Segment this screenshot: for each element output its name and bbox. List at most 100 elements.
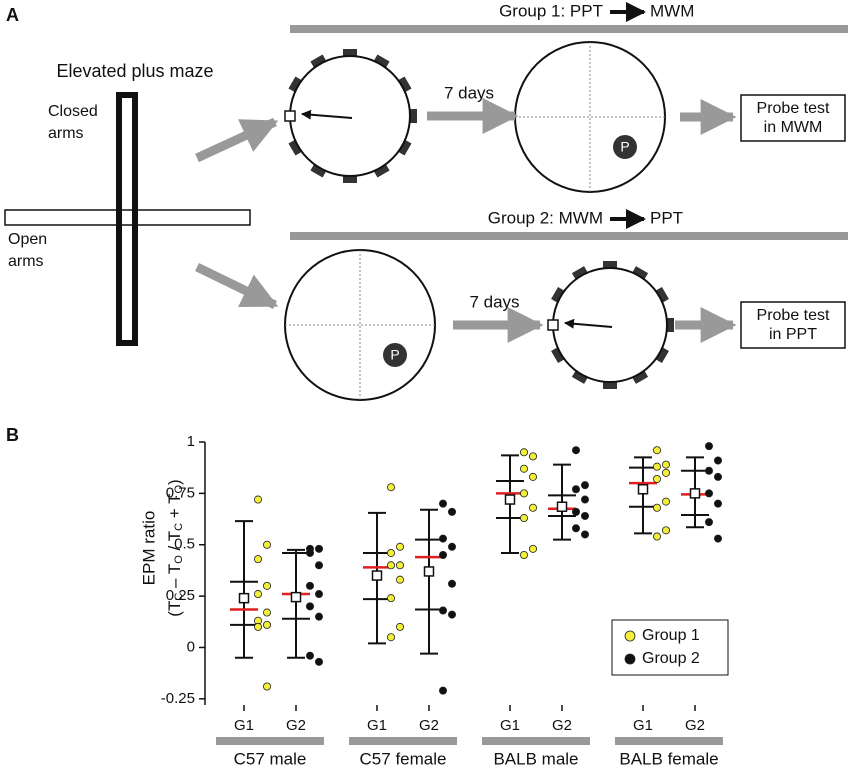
panel-label: A	[6, 5, 19, 25]
probe-box	[740, 301, 846, 349]
platform-label: P	[390, 347, 399, 363]
data-point	[305, 548, 314, 557]
ppt-arena	[552, 267, 668, 383]
data-point	[520, 448, 529, 457]
formula-part: / T	[165, 531, 184, 555]
mean-marker	[556, 501, 568, 512]
data-point	[653, 503, 662, 512]
closed-arm	[116, 92, 138, 346]
category-label: C57 male	[234, 749, 307, 768]
maze-label: Closed	[48, 103, 98, 120]
data-point	[314, 561, 323, 570]
data-point	[705, 442, 714, 451]
data-point	[262, 540, 271, 549]
data-point	[662, 460, 671, 469]
data-point	[314, 612, 323, 621]
probe-box	[740, 94, 846, 142]
y-tick-label: 0.5	[174, 536, 195, 553]
group-title: MWM	[650, 1, 694, 20]
data-point	[314, 544, 323, 553]
platform-label: P	[620, 139, 629, 155]
data-point	[572, 524, 581, 533]
maze-label: arms	[8, 253, 44, 270]
data-point	[662, 468, 671, 477]
data-point	[447, 507, 456, 516]
legend-label: Group 1	[642, 627, 700, 644]
data-point	[714, 472, 723, 481]
data-point	[438, 686, 447, 695]
y-tick-label: -0.25	[161, 690, 195, 707]
group-title: Group 1: PPT	[499, 1, 603, 20]
data-point	[653, 532, 662, 541]
arrow	[195, 262, 279, 310]
maze-title: Elevated plus maze	[56, 61, 213, 81]
legend-label: Group 2	[642, 650, 700, 667]
formula-part: O	[173, 485, 185, 494]
group-bar	[290, 232, 848, 240]
data-point	[395, 622, 404, 631]
data-point	[714, 456, 723, 465]
mean-marker	[238, 592, 250, 604]
data-point	[386, 483, 395, 492]
target-hole	[547, 319, 559, 331]
x-tick-label: G1	[234, 717, 254, 734]
data-point	[305, 602, 314, 611]
formula-part: O	[173, 555, 185, 564]
data-point	[653, 462, 662, 471]
data-point	[305, 651, 314, 660]
data-point	[386, 594, 395, 603]
data-point	[581, 495, 590, 504]
data-point	[662, 526, 671, 535]
maze-center	[122, 211, 132, 224]
category-label: BALB male	[493, 749, 578, 768]
y-tick-label: 0	[187, 638, 195, 655]
x-tick-label: G2	[685, 717, 705, 734]
maze-label: Open	[8, 231, 47, 248]
data-point	[438, 551, 447, 560]
data-point	[395, 561, 404, 570]
mean-marker	[371, 570, 383, 581]
data-point	[714, 534, 723, 543]
arrow	[195, 117, 279, 163]
category-bar	[482, 737, 590, 745]
x-tick-label: G1	[367, 717, 387, 734]
data-point	[253, 622, 262, 631]
data-point	[438, 534, 447, 543]
data-point	[705, 518, 714, 527]
direction-arrow	[564, 318, 613, 329]
data-point	[520, 464, 529, 473]
data-point	[520, 514, 529, 523]
group-bar	[290, 25, 848, 33]
formula-part: (T	[165, 601, 184, 617]
formula-part: C	[173, 593, 185, 601]
data-point	[262, 608, 271, 617]
data-point	[520, 489, 529, 498]
formula-part: + T	[165, 494, 184, 523]
data-point	[262, 682, 271, 691]
platform	[383, 343, 407, 367]
legend-swatch	[624, 630, 636, 642]
delay-label: 7 days	[469, 292, 519, 311]
probe-label: Probe test	[757, 100, 830, 117]
legend-swatch	[624, 653, 636, 665]
probe-label: in PPT	[769, 326, 817, 343]
data-point	[705, 466, 714, 475]
x-tick-label: G2	[552, 717, 572, 734]
mean-marker	[504, 494, 516, 505]
data-point	[438, 499, 447, 508]
y-tick-label: 0.75	[166, 484, 195, 501]
data-point	[386, 561, 395, 570]
category-bar	[349, 737, 457, 745]
mean-marker	[290, 591, 302, 603]
data-point	[581, 481, 590, 490]
x-tick-label: G2	[419, 717, 439, 734]
x-tick-label: G2	[286, 717, 306, 734]
data-point	[572, 446, 581, 455]
ppt-arena	[289, 55, 411, 177]
data-point	[529, 472, 538, 481]
data-point	[653, 446, 662, 455]
group-title: Group 2: MWM	[488, 208, 603, 227]
data-point	[529, 503, 538, 512]
formula-part: C	[173, 523, 185, 531]
